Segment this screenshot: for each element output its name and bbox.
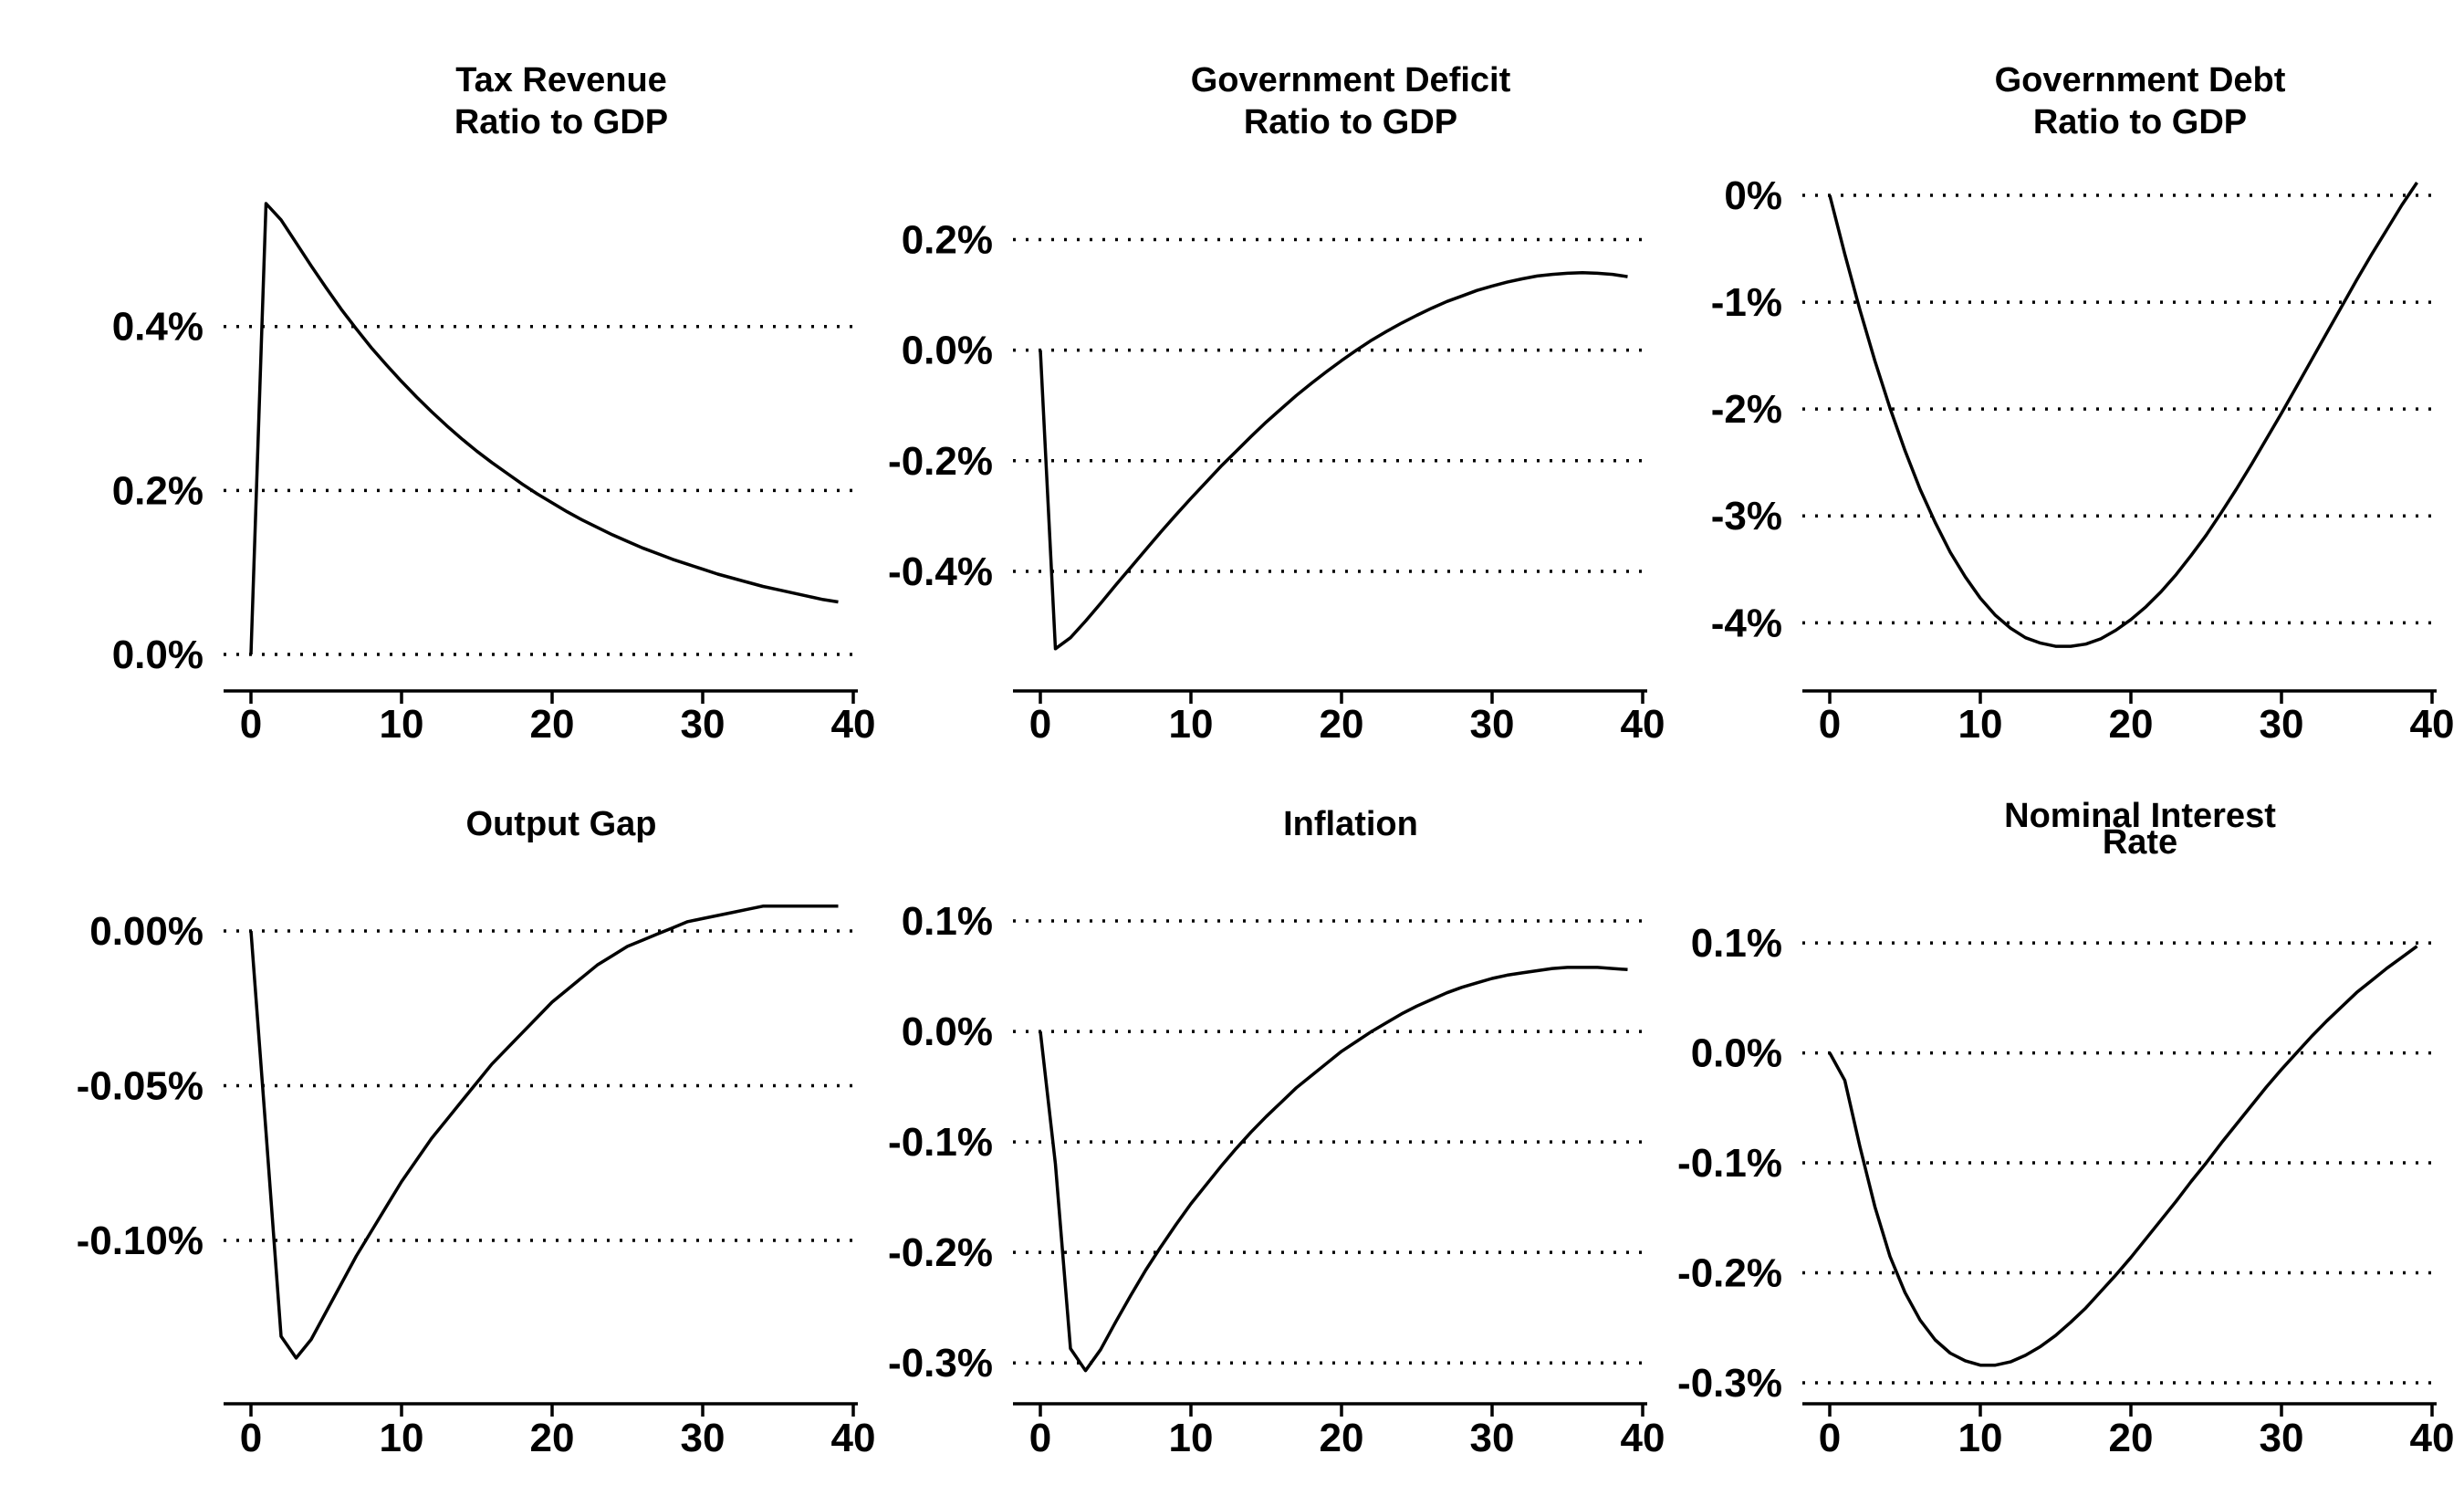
- x-tick-label: 40: [1621, 702, 1665, 747]
- y-tick-label: 0.2%: [902, 217, 993, 262]
- series-line: [1039, 966, 1628, 1373]
- y-tick-label: -0.2%: [888, 1230, 993, 1275]
- panel-government-deficit: Government Deficit Ratio to GDP 0.2% 0.0% -0…: [888, 61, 1665, 747]
- x-tick-label: 30: [1470, 702, 1515, 747]
- panel-output-gap: Output Gap 0.00% -0.05% -0.10% 0 10 20 30 40: [77, 805, 876, 1460]
- x-tick-label: 40: [831, 702, 876, 747]
- x-tick-label: 10: [1958, 1416, 2003, 1460]
- x-tick-label: 40: [2410, 702, 2455, 747]
- y-tick-label: 0.0%: [902, 329, 993, 373]
- series-line: [1828, 182, 2418, 648]
- y-tick-label: -0.05%: [77, 1063, 204, 1108]
- y-tick-label: 0.1%: [902, 899, 993, 944]
- x-tick-label: 0: [1029, 702, 1051, 747]
- y-tick-label: -0.10%: [77, 1218, 204, 1263]
- x-tick-label: 10: [1169, 702, 1214, 747]
- y-tick-label: -2%: [1711, 387, 1782, 432]
- x-tick-label: 0: [240, 1416, 262, 1460]
- y-tick-label: -0.3%: [1677, 1361, 1782, 1406]
- chart-title-line: Government Debt: [1995, 61, 2286, 99]
- series-line: [249, 202, 839, 655]
- y-tick-label: -1%: [1711, 280, 1782, 325]
- x-tick-label: 30: [2260, 702, 2304, 747]
- series-line: [1039, 271, 1628, 651]
- chart-title-line: Nominal Interest: [2004, 797, 2276, 835]
- chart-title-line: Ratio to GDP: [454, 103, 668, 141]
- y-tick-label: 0.0%: [902, 1009, 993, 1054]
- y-tick-label: -0.1%: [888, 1120, 993, 1165]
- x-tick-label: 40: [2410, 1416, 2455, 1460]
- y-tick-label: 0.0%: [1691, 1031, 1782, 1076]
- x-tick-label: 40: [1621, 1416, 1665, 1460]
- x-tick-label: 10: [1169, 1416, 1214, 1460]
- x-tick-label: 20: [2109, 1416, 2154, 1460]
- x-tick-label: 20: [1320, 1416, 1364, 1460]
- panel-government-debt: Government Debt Ratio to GDP 0% -1% -2% -3% -4…: [1711, 61, 2455, 747]
- x-tick-label: 0: [1029, 1416, 1051, 1460]
- x-tick-label: 20: [1320, 702, 1364, 747]
- y-tick-label: -0.2%: [1677, 1251, 1782, 1296]
- chart-title-line: Ratio to GDP: [1244, 103, 1457, 141]
- y-tick-label: -0.3%: [888, 1341, 993, 1386]
- y-tick-label: -0.2%: [888, 439, 993, 484]
- y-tick-label: 0.2%: [112, 468, 204, 513]
- x-tick-label: 0: [1819, 702, 1841, 747]
- panel-tax-revenue: Tax Revenue Ratio to GDP 0.0% 0.2% 0.4% 0 10 20…: [112, 61, 876, 747]
- chart-title-line: Inflation: [1283, 805, 1418, 843]
- x-tick-label: 40: [831, 1416, 876, 1460]
- y-tick-label: 0.00%: [89, 909, 204, 954]
- chart-title-line: Tax Revenue: [455, 61, 667, 99]
- y-tick-label: 0.4%: [112, 305, 204, 350]
- x-tick-label: 10: [380, 1416, 424, 1460]
- x-tick-label: 20: [530, 702, 575, 747]
- y-tick-label: 0%: [1724, 173, 1782, 218]
- x-tick-label: 10: [1958, 702, 2003, 747]
- series-line: [1828, 945, 2418, 1367]
- x-tick-label: 30: [1470, 1416, 1515, 1460]
- x-tick-label: 10: [380, 702, 424, 747]
- chart-title-line: Rate: [2103, 823, 2177, 862]
- x-tick-label: 20: [2109, 702, 2154, 747]
- y-tick-label: 0.1%: [1691, 921, 1782, 966]
- x-tick-label: 0: [1819, 1416, 1841, 1460]
- x-tick-label: 30: [681, 1416, 726, 1460]
- x-tick-label: 20: [530, 1416, 575, 1460]
- y-tick-label: -4%: [1711, 601, 1782, 645]
- chart-title-line: Government Deficit: [1191, 61, 1511, 99]
- y-tick-label: -3%: [1711, 494, 1782, 539]
- y-tick-label: -0.4%: [888, 549, 993, 594]
- y-tick-label: 0.0%: [112, 633, 204, 677]
- x-tick-label: 30: [2260, 1416, 2304, 1460]
- x-tick-label: 0: [240, 702, 262, 747]
- y-tick-label: -0.1%: [1677, 1141, 1782, 1186]
- x-tick-label: 30: [681, 702, 726, 747]
- panel-inflation: Inflation 0.1% 0.0% -0.1% -0.2% -0.3% 0 10 20 30 4…: [888, 805, 1665, 1460]
- chart-title-line: Output Gap: [466, 805, 657, 843]
- chart-title-line: Ratio to GDP: [2033, 103, 2247, 141]
- series-line: [249, 905, 839, 1360]
